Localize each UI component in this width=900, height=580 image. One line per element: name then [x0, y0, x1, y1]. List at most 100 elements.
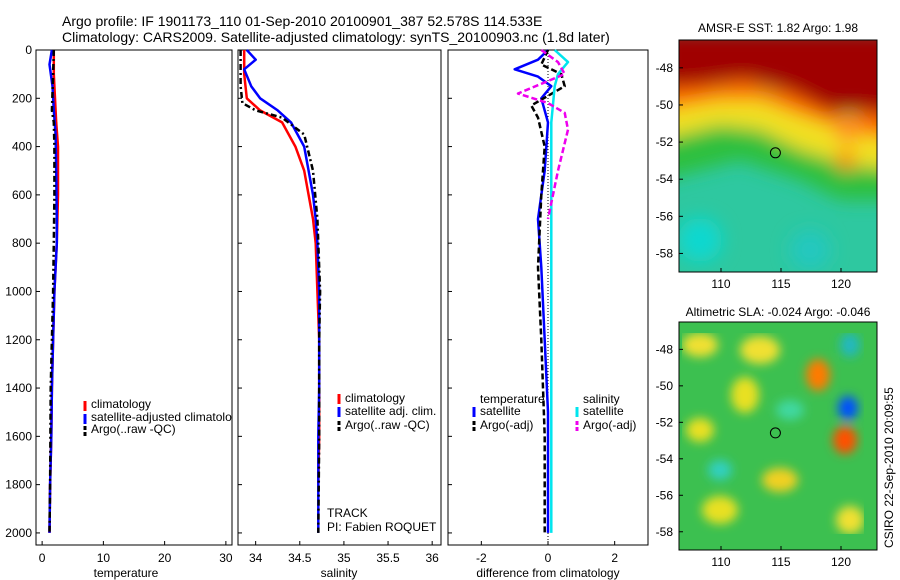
x-tick-label: 34.5	[288, 551, 312, 565]
sla-high-patch	[806, 359, 830, 391]
sla-low-patch	[840, 333, 860, 357]
y-tick-label: -50	[656, 98, 674, 112]
x-tick-label: 34	[249, 551, 263, 565]
salinity-axes	[237, 49, 442, 546]
y-tick-label: -52	[656, 135, 674, 149]
legend-entry-temp-argo: Argo(-adj)	[480, 418, 533, 432]
sst-orange-band	[679, 80, 877, 137]
legend-entry-argo: Argo(..raw -QC)	[91, 422, 176, 436]
sla-high-patch	[836, 506, 864, 534]
sst-green-band	[679, 125, 877, 200]
sst-map-title: AMSR-E SST: 1.82 Argo: 1.98	[698, 21, 858, 35]
sla-map-panel: Altimetric SLA: -0.024 Argo: -0.046	[656, 305, 878, 569]
y-tick-label: 400	[12, 140, 32, 154]
sst-warm-spot	[836, 150, 856, 170]
legend-header-salinity: salinity	[583, 392, 620, 406]
y-tick-label: -54	[656, 452, 674, 466]
x-tick-label: 115	[771, 277, 790, 291]
y-tick-label: -58	[656, 525, 674, 539]
legend-entry-satellite: satellite-adjusted climatolo	[91, 410, 232, 424]
y-tick-label: -48	[656, 61, 674, 75]
y-tick-label: 1400	[5, 381, 32, 395]
difference-xlabel: difference from climatology	[476, 566, 619, 580]
sla-low-patch	[776, 400, 804, 420]
y-tick-label: 0	[25, 43, 32, 57]
series-line-argo-adj-	[530, 49, 566, 533]
y-tick-label: -58	[656, 246, 674, 260]
x-tick-label: 35	[337, 551, 351, 565]
sst-map-panel: AMSR-E SST: 1.82 Argo: 1.98 110 115 120 -4…	[656, 21, 878, 291]
legend-entry-climatology: climatology	[345, 391, 405, 405]
sla-low-eddy	[838, 396, 858, 420]
x-tick-label: 2	[611, 551, 618, 565]
sla-map-title: Altimetric SLA: -0.024 Argo: -0.046	[686, 305, 871, 319]
y-tick-label: 2000	[5, 526, 32, 540]
x-tick-label: 0	[545, 551, 552, 565]
salinity-xlabel: salinity	[321, 566, 358, 580]
legend-entry-sal-satellite: satellite	[583, 404, 624, 418]
legend-entry-climatology: climatology	[91, 397, 151, 411]
y-tick-label: -50	[656, 379, 674, 393]
x-tick-label: 30	[219, 551, 233, 565]
sst-map-frame	[678, 39, 878, 273]
sla-high-patch	[833, 426, 857, 454]
sla-low-patch	[708, 460, 732, 480]
argo-position-marker	[769, 147, 781, 159]
y-tick-label: 1600	[5, 429, 32, 443]
argo-position-marker	[769, 427, 781, 439]
sst-warm-band	[679, 40, 877, 114]
sst-cold-patch	[790, 230, 830, 270]
y-tick-label: -48	[656, 342, 674, 356]
sla-high-patch	[682, 333, 718, 357]
temperature-panel: 0 10 20 30 0 200 400 600 800 1000 1200 1400 1600 180…	[5, 43, 233, 580]
y-tick-label: 1800	[5, 478, 32, 492]
pi-label: PI: Fabien ROQUET	[327, 520, 437, 534]
legend-header-temperature: temperature	[480, 392, 545, 406]
temperature-xlabel: temperature	[94, 566, 159, 580]
legend-entry-temp-satellite: satellite	[480, 404, 521, 418]
x-tick-label: 115	[771, 555, 790, 569]
x-tick-label: 36	[425, 551, 439, 565]
sla-high-patch	[702, 496, 738, 524]
sla-heatmap	[679, 322, 877, 550]
y-tick-label: 600	[12, 188, 32, 202]
credit-label: CSIRO 22-Sep-2010 20:09:55	[882, 387, 896, 548]
y-tick-label: 1000	[5, 284, 32, 298]
sla-high-patch	[762, 468, 798, 492]
x-tick-label: 120	[831, 555, 851, 569]
sla-high-patch	[731, 377, 759, 413]
y-tick-label: -56	[656, 488, 674, 502]
salinity-legend: climatology satellite adj. clim. Argo(..…	[337, 391, 436, 432]
y-tick-label: -56	[656, 209, 674, 223]
sla-map-frame	[678, 321, 878, 551]
x-tick-label: 0	[39, 551, 46, 565]
x-tick-label: 110	[711, 277, 730, 291]
y-tick-label: -54	[656, 172, 674, 186]
legend-entry-sal-argo: Argo(-adj)	[583, 418, 636, 432]
x-tick-label: 35.5	[376, 551, 400, 565]
y-tick-label: 1200	[5, 333, 32, 347]
series-line-argo-adj-	[516, 48, 570, 220]
x-tick-label: 10	[97, 551, 111, 565]
figure-subtitle: Climatology: CARS2009. Satellite-adjuste…	[62, 29, 610, 45]
salinity-panel: 34 34.5 35 35.5 36 salinity climatology sate…	[237, 49, 442, 580]
y-tick-label: 200	[12, 91, 32, 105]
x-tick-label: 110	[711, 555, 730, 569]
temperature-legend: climatology satellite-adjusted climatolo…	[83, 397, 232, 436]
track-label: TRACK	[327, 506, 368, 520]
difference-legend: temperature salinity satellite Argo(-adj…	[472, 392, 636, 432]
x-tick-label: -2	[476, 551, 487, 565]
series-line-argo-raw-qc-	[48, 49, 56, 533]
difference-panel: -2 0 2 difference from climatology tempera…	[447, 48, 649, 580]
legend-entry-argo: Argo(..raw -QC)	[345, 418, 430, 432]
series-line-satellite	[550, 49, 570, 533]
sst-heatmap	[679, 40, 877, 272]
sst-yellow-band	[679, 100, 877, 168]
sla-high-patch	[686, 418, 714, 442]
x-tick-label: 120	[831, 277, 851, 291]
figure-title: Argo profile: IF 1901173_110 01-Sep-2010…	[62, 13, 542, 29]
sla-high-patch	[740, 336, 780, 364]
series-line-satellite	[513, 49, 553, 533]
legend-entry-satellite: satellite adj. clim.	[345, 404, 436, 418]
